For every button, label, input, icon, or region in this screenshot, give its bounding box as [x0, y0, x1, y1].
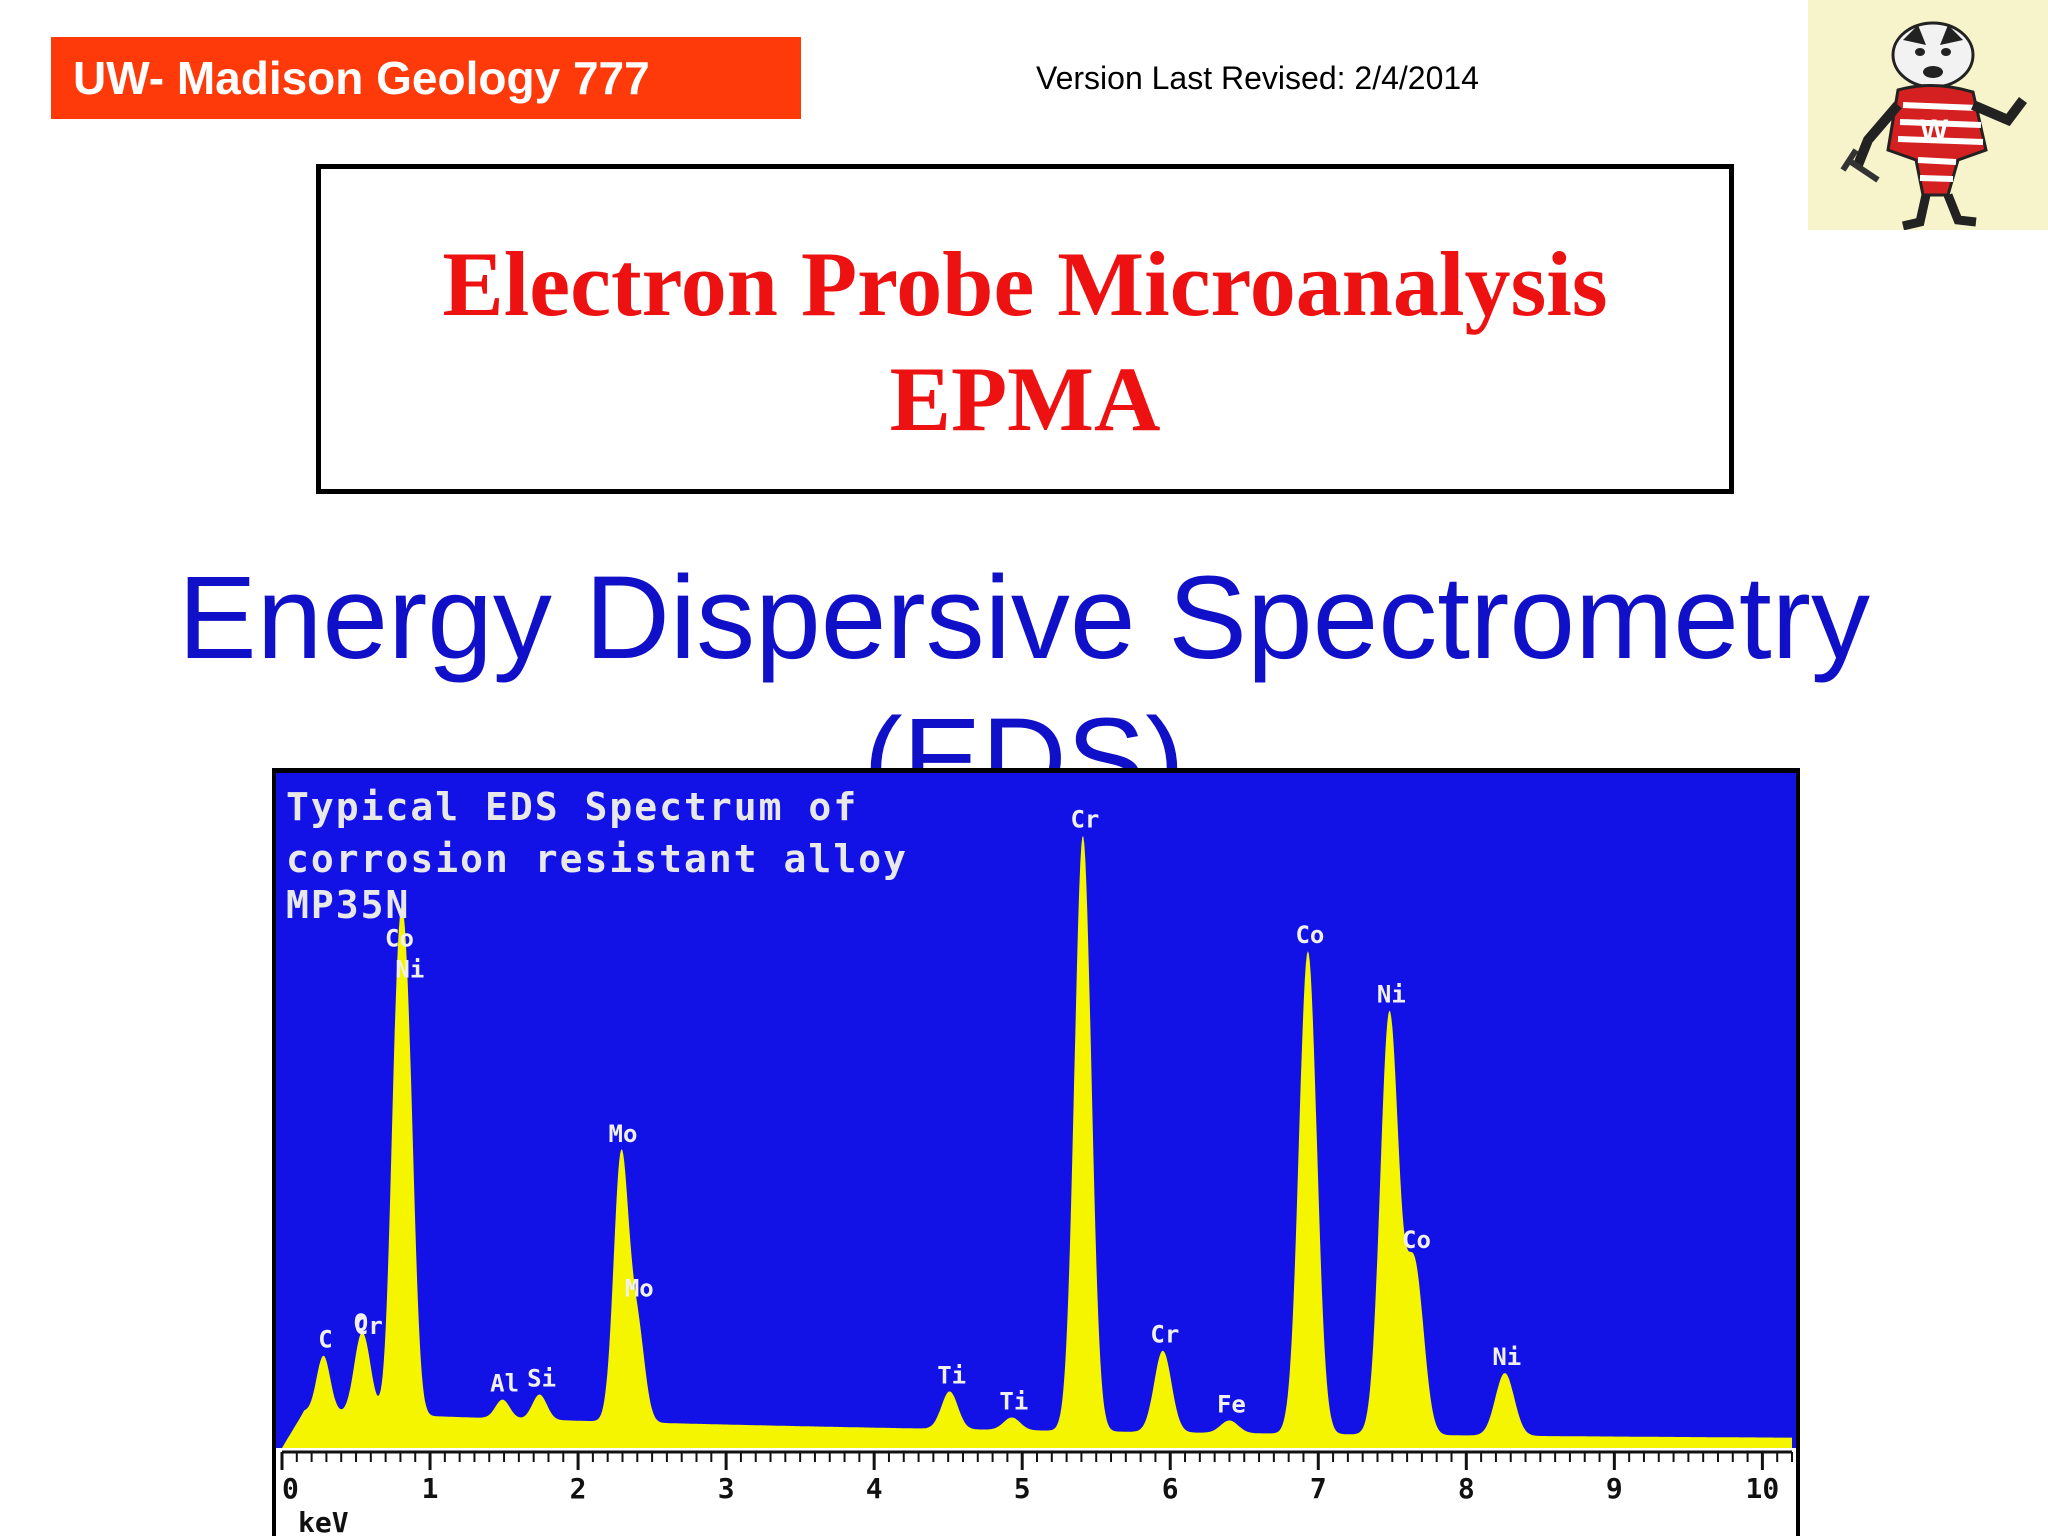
peak-label: Fe	[1217, 1390, 1246, 1418]
x-tick-label: 3	[718, 1472, 735, 1505]
x-tick-label: 2	[570, 1472, 587, 1505]
peak-label: Cr	[1150, 1321, 1179, 1349]
x-tick-label: 9	[1606, 1472, 1623, 1505]
peak-label: Mo	[625, 1275, 654, 1303]
version-text: Version Last Revised: 2/4/2014	[1036, 60, 1479, 96]
x-axis-label: keV	[298, 1506, 349, 1536]
x-tick-label: 5	[1014, 1472, 1031, 1505]
peak-label: Co	[1295, 921, 1324, 949]
peak-label: Ni	[395, 955, 424, 983]
x-tick-label: 4	[866, 1472, 883, 1505]
x-tick-label: 6	[1162, 1472, 1179, 1505]
chart-title-line-1: Typical EDS Spectrum of	[286, 785, 859, 829]
peak-label: C	[318, 1326, 332, 1354]
peak-label: Co	[385, 925, 414, 953]
peak-label: Ni	[1492, 1343, 1521, 1371]
badger-mascot-icon: W	[1808, 0, 2048, 231]
svg-text:W: W	[1920, 114, 1949, 147]
peak-label: Ti	[937, 1361, 966, 1389]
peak-label: Ni	[1377, 981, 1406, 1009]
course-tag: UW- Madison Geology 777	[51, 37, 801, 119]
chart-title-line-3: MP35N	[286, 883, 411, 927]
peak-label: Si	[527, 1365, 556, 1393]
peak-label: Cr	[354, 1312, 383, 1340]
peak-label: Cr	[1070, 805, 1099, 833]
x-tick-label: 1	[422, 1472, 439, 1505]
x-tick-label: 8	[1458, 1472, 1475, 1505]
chart-title-line-2: corrosion resistant alloy	[286, 837, 908, 881]
peak-label: Co	[1402, 1226, 1431, 1254]
eds-spectrum-chart: 0 1 2 3 4 5 6 7 8 9 10 keV C O Cr Co Ni Al Si Mo Mo Ti Ti Cr Cr F…	[272, 768, 1800, 1536]
peak-label: Mo	[609, 1120, 638, 1148]
spectrum-area	[282, 836, 1792, 1448]
peak-label: Al	[490, 1370, 519, 1398]
x-tick-label: 0	[282, 1472, 299, 1505]
title-line-1: Electron Probe Microanalysis	[442, 233, 1608, 335]
peak-label: O	[354, 1309, 368, 1337]
x-tick-label: 10	[1746, 1472, 1780, 1505]
x-tick-label: 7	[1310, 1472, 1327, 1505]
peak-label: Ti	[999, 1387, 1028, 1415]
title-box: Electron Probe Microanalysis EPMA	[316, 164, 1734, 494]
title-line-2: EPMA	[889, 348, 1161, 450]
x-axis-strip	[276, 1448, 1796, 1536]
subtitle-line-1: Energy Dispersive Spectrometry	[178, 552, 1870, 684]
